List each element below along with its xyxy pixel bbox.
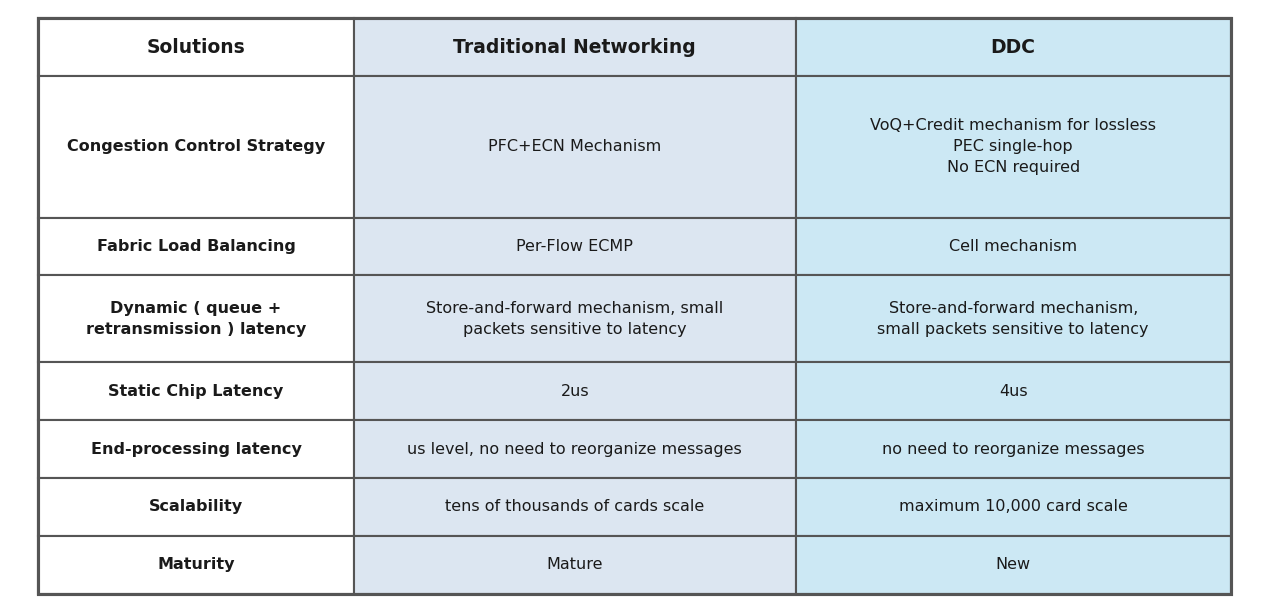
Bar	[796, 420, 1231, 478]
Text: us level, no need to reorganize messages: us level, no need to reorganize messages	[407, 441, 742, 457]
Text: Store-and-forward mechanism,
small packets sensitive to latency: Store-and-forward mechanism, small packe…	[877, 301, 1148, 337]
Bar	[354, 478, 796, 536]
Text: Per-Flow ECMP: Per-Flow ECMP	[516, 239, 633, 254]
Bar	[354, 362, 796, 420]
Text: DDC: DDC	[991, 38, 1036, 57]
Text: Maturity: Maturity	[157, 557, 235, 572]
Bar	[38, 275, 354, 362]
Text: Congestion Control Strategy: Congestion Control Strategy	[67, 140, 325, 154]
Bar	[38, 18, 354, 76]
Bar	[38, 218, 354, 275]
Text: PFC+ECN Mechanism: PFC+ECN Mechanism	[489, 140, 661, 154]
Text: Dynamic ( queue +
retransmission ) latency: Dynamic ( queue + retransmission ) laten…	[86, 301, 306, 337]
Bar	[796, 362, 1231, 420]
Text: Fabric Load Balancing: Fabric Load Balancing	[96, 239, 296, 254]
Bar	[796, 18, 1231, 76]
Bar	[796, 478, 1231, 536]
Bar	[38, 362, 354, 420]
Text: VoQ+Credit mechanism for lossless
PEC single-hop
No ECN required: VoQ+Credit mechanism for lossless PEC si…	[871, 118, 1156, 176]
Text: Store-and-forward mechanism, small
packets sensitive to latency: Store-and-forward mechanism, small packe…	[426, 301, 723, 337]
Bar	[38, 478, 354, 536]
Text: End-processing latency: End-processing latency	[90, 441, 302, 457]
Bar	[796, 76, 1231, 218]
Text: maximum 10,000 card scale: maximum 10,000 card scale	[898, 499, 1128, 514]
Text: Cell mechanism: Cell mechanism	[949, 239, 1077, 254]
Text: New: New	[996, 557, 1030, 572]
Text: Solutions: Solutions	[147, 38, 245, 57]
Text: Traditional Networking: Traditional Networking	[453, 38, 697, 57]
Text: tens of thousands of cards scale: tens of thousands of cards scale	[445, 499, 704, 514]
Bar	[354, 18, 796, 76]
Bar	[354, 76, 796, 218]
Bar	[796, 275, 1231, 362]
Text: no need to reorganize messages: no need to reorganize messages	[882, 441, 1145, 457]
Bar	[38, 76, 354, 218]
Bar	[38, 536, 354, 594]
Bar	[796, 218, 1231, 275]
Bar	[354, 420, 796, 478]
Text: Mature: Mature	[547, 557, 603, 572]
Bar	[38, 420, 354, 478]
Bar	[354, 218, 796, 275]
Text: Static Chip Latency: Static Chip Latency	[108, 384, 284, 398]
Text: 2us: 2us	[561, 384, 589, 398]
Bar	[354, 536, 796, 594]
Text: Scalability: Scalability	[148, 499, 244, 514]
Bar	[796, 536, 1231, 594]
Text: 4us: 4us	[999, 384, 1028, 398]
Bar	[354, 275, 796, 362]
